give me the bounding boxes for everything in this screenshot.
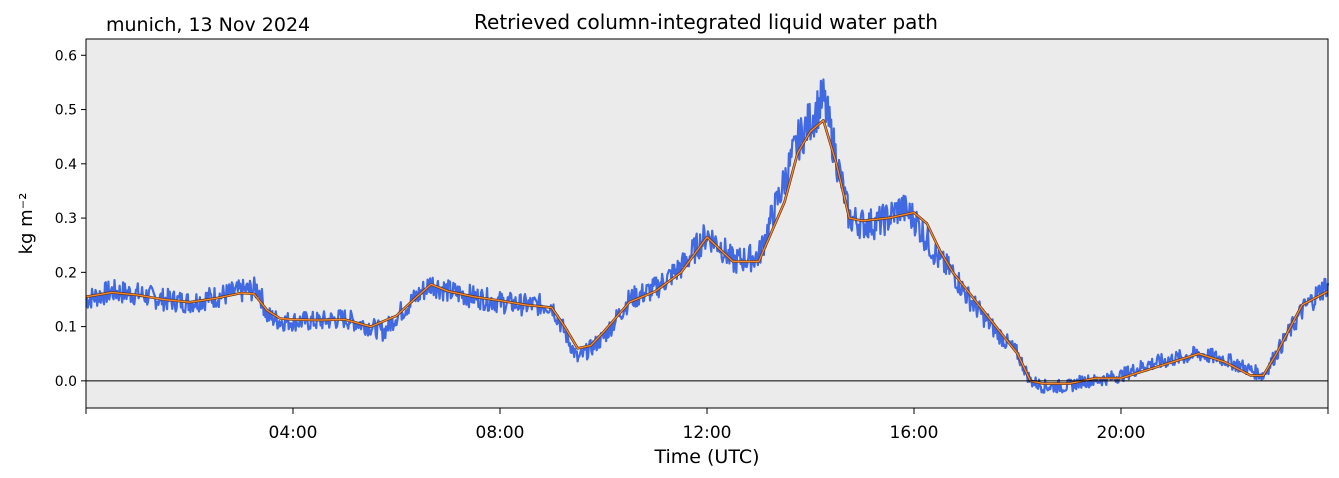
y-tick-label: 0.1 <box>55 320 77 336</box>
x-axis-label: Time (UTC) <box>653 446 759 468</box>
x-tick-label: 12:00 <box>683 423 732 443</box>
y-tick-label: 0.0 <box>55 374 77 390</box>
x-tick-label: 08:00 <box>476 423 525 443</box>
y-axis-label: kg m⁻² <box>16 193 37 255</box>
chart-subtitle: munich, 13 Nov 2024 <box>106 14 311 36</box>
series-raw-line <box>85 78 1330 394</box>
y-tick-label: 0.4 <box>55 157 77 173</box>
y-tick-label: 0.5 <box>55 103 77 119</box>
y-tick-label: 0.6 <box>55 48 77 64</box>
x-tick-label: 04:00 <box>269 423 318 443</box>
x-tick-label: 16:00 <box>890 423 939 443</box>
y-tick-label: 0.3 <box>55 211 77 227</box>
series-smoothed-line <box>85 119 1329 385</box>
plot-background <box>86 39 1328 408</box>
y-axis: 0.0 0.1 0.2 0.3 0.4 0.5 0.6 <box>55 48 86 390</box>
series-layer <box>85 78 1330 394</box>
y-tick-label: 0.2 <box>55 265 77 281</box>
x-axis: 04:00 08:00 12:00 16:00 20:00 <box>85 408 1329 443</box>
chart-title: Retrieved column-integrated liquid water… <box>474 10 938 34</box>
x-tick-label: 20:00 <box>1097 423 1146 443</box>
